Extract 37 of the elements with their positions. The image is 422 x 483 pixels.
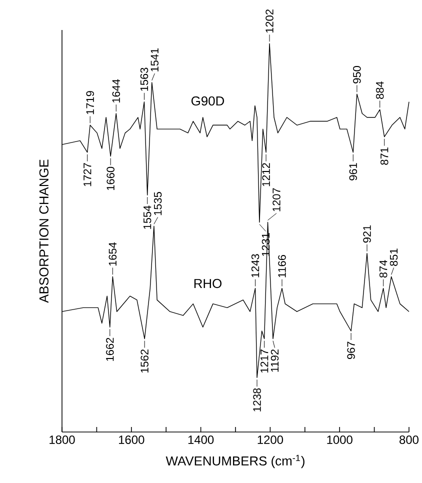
annotation: 851 xyxy=(390,248,398,266)
x-tick-label: 1000 xyxy=(327,436,352,444)
annotation: 921 xyxy=(363,225,371,243)
annotation: 1207 xyxy=(272,188,280,212)
annotation: 1192 xyxy=(270,350,279,372)
annotation: 1644 xyxy=(112,79,120,102)
x-tick-label: 800 xyxy=(400,436,419,444)
annotation: 871 xyxy=(380,148,388,165)
annotation: 1563 xyxy=(140,68,148,91)
annotation: 1535 xyxy=(154,192,162,216)
annotation: 1554 xyxy=(144,206,152,229)
x-tick-label: 1400 xyxy=(188,436,214,444)
annotation: 1562 xyxy=(140,350,148,373)
annotation: 1243 xyxy=(251,254,260,278)
annotation: 967 xyxy=(347,342,355,359)
annotation: 874 xyxy=(379,260,388,278)
x-tick-label: 1800 xyxy=(50,436,75,444)
annotation: 1654 xyxy=(108,242,117,266)
annotation: 1541 xyxy=(150,48,159,72)
x-tick-label: 1600 xyxy=(119,436,144,444)
y-axis-title: ABSORPTION CHANGE xyxy=(39,160,49,303)
x-tick-label: 1200 xyxy=(258,436,284,444)
annotation: 1238 xyxy=(253,388,261,412)
annotation: 1719 xyxy=(86,91,94,114)
x-axis-title: WAVENUMBERS (cm$^{-1}$) xyxy=(166,454,304,468)
annotation: 950 xyxy=(353,66,361,84)
annotation: 961 xyxy=(349,163,358,180)
annotation: 1202 xyxy=(266,10,274,33)
annotation: 1660 xyxy=(106,166,114,190)
annotation: 1166 xyxy=(278,255,286,278)
annotation: 1727 xyxy=(84,163,92,186)
series-label: G90D xyxy=(191,96,224,106)
series-label: RHO xyxy=(194,278,222,288)
annotation: 1217 xyxy=(260,350,268,373)
annotation: 884 xyxy=(376,81,384,99)
annotation: 1662 xyxy=(106,338,114,361)
annotation: 1212 xyxy=(262,163,270,186)
